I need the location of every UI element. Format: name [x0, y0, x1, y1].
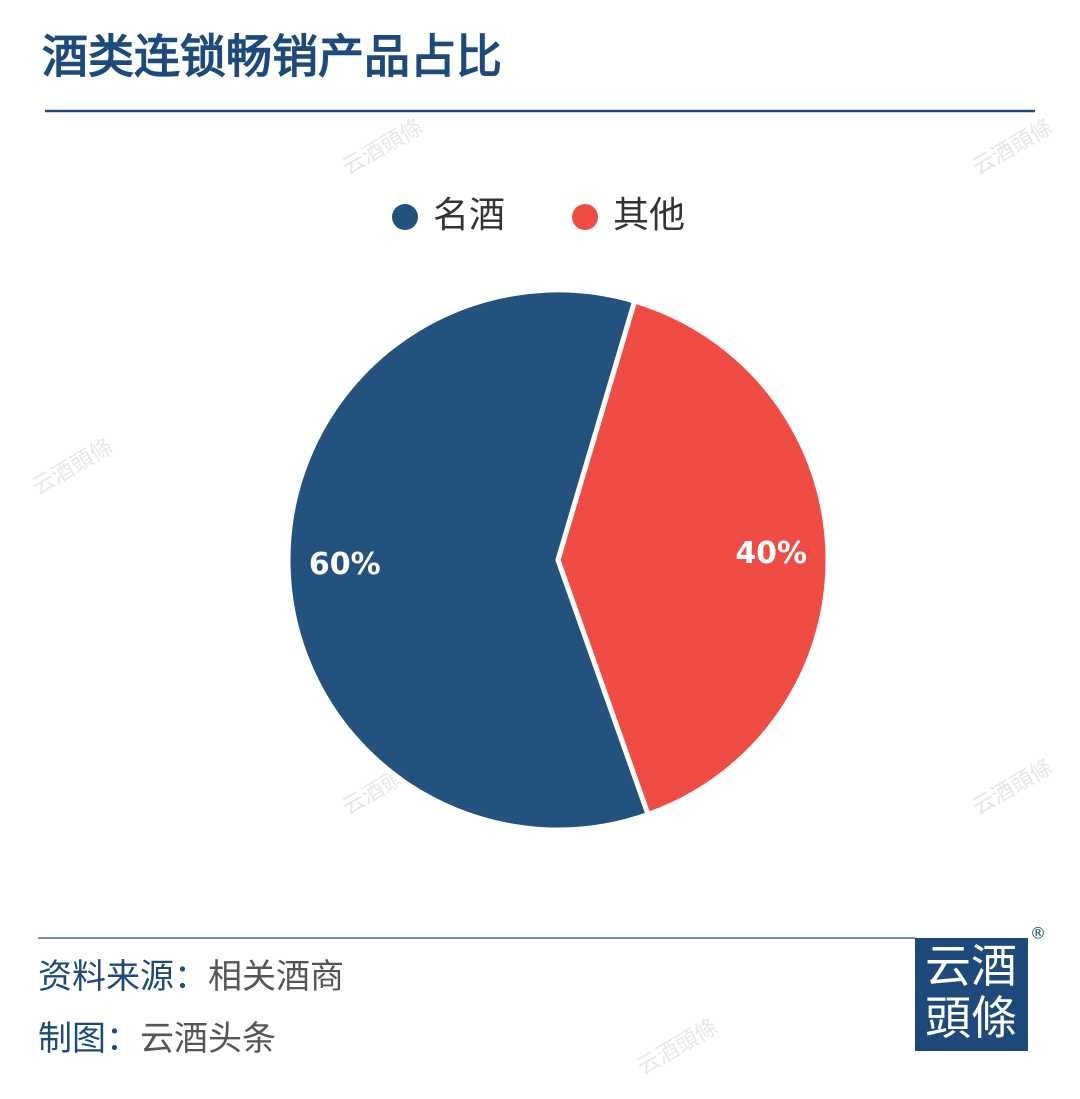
data-label: 40% — [735, 536, 807, 571]
legend-marker — [572, 204, 598, 230]
logo-box — [915, 938, 1028, 1051]
logo-line: 頭條 — [925, 991, 1017, 1045]
legend: 名酒 其他 — [392, 195, 685, 236]
source: 资料来源：相关酒商 — [38, 957, 344, 997]
source-value: 相关酒商 — [208, 957, 344, 997]
legend-marker — [392, 204, 418, 230]
logo-line: 云酒 — [925, 939, 1017, 993]
chart-title: 酒类连锁畅销产品占比 — [42, 30, 502, 84]
legend-label: 其他 — [613, 195, 685, 236]
logo-mark: ® — [1030, 924, 1046, 943]
legend-label: 名酒 — [433, 195, 505, 236]
credit: 制图：云酒头条 — [38, 1019, 276, 1059]
source-label: 资料来源： — [38, 957, 208, 997]
pie-slice — [555, 298, 831, 818]
data-label: 60% — [309, 547, 381, 582]
pie-slice — [285, 287, 651, 833]
pie: 60% 40% — [285, 287, 831, 833]
credit-label: 制图： — [38, 1019, 140, 1059]
credit-value: 云酒头条 — [140, 1019, 276, 1059]
